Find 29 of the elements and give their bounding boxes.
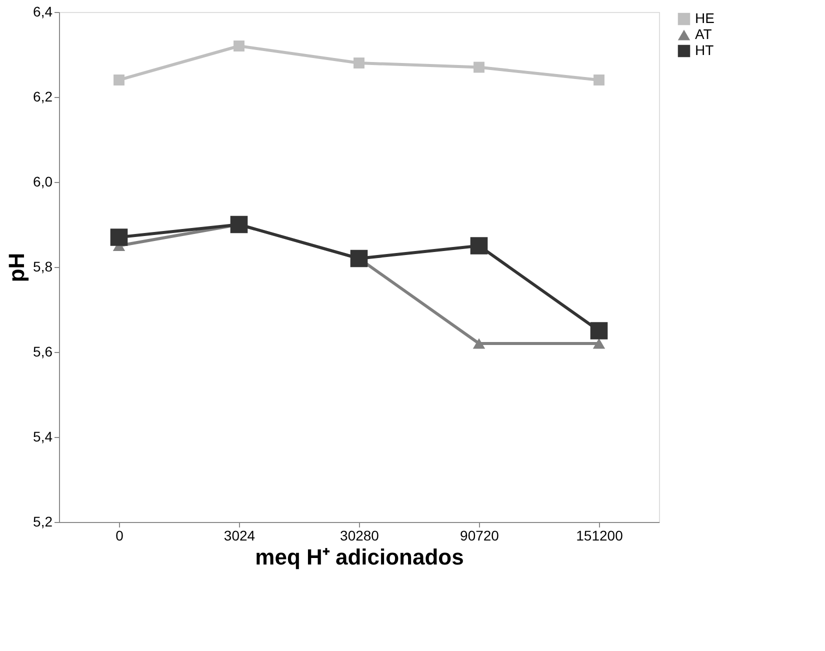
- point: [472, 338, 486, 349]
- x-axis-title: meq H⁺ adicionados: [255, 544, 464, 570]
- x-tick-label: 151200: [576, 528, 624, 544]
- x-tick-label: 3024: [224, 528, 256, 544]
- point: [114, 74, 124, 86]
- point: [110, 228, 128, 246]
- x-tick-label: 30280: [340, 528, 380, 544]
- y-tick-label: 5,8: [33, 258, 53, 274]
- x-tick-label: 90720: [460, 528, 500, 544]
- point: [590, 322, 608, 340]
- point: [230, 216, 248, 234]
- y-tick-label: 6,0: [33, 174, 53, 190]
- point: [474, 62, 484, 73]
- x-tick-label: 0: [116, 528, 124, 544]
- legend-label: HE: [695, 10, 714, 26]
- legend-label: HT: [695, 42, 714, 58]
- point: [470, 237, 488, 254]
- y-tick-label: 5,6: [33, 344, 53, 360]
- y-tick-label: 6,2: [33, 88, 53, 104]
- legend-label: AT: [695, 26, 712, 42]
- y-tick-label: 5,2: [33, 514, 53, 530]
- y-tick-label: 6,4: [33, 4, 53, 20]
- point: [594, 74, 604, 86]
- point: [592, 338, 606, 349]
- point: [350, 250, 368, 268]
- point: [354, 58, 364, 68]
- y-tick-label: 5,4: [33, 428, 53, 444]
- y-axis-title: pH: [4, 252, 30, 282]
- point: [234, 40, 244, 52]
